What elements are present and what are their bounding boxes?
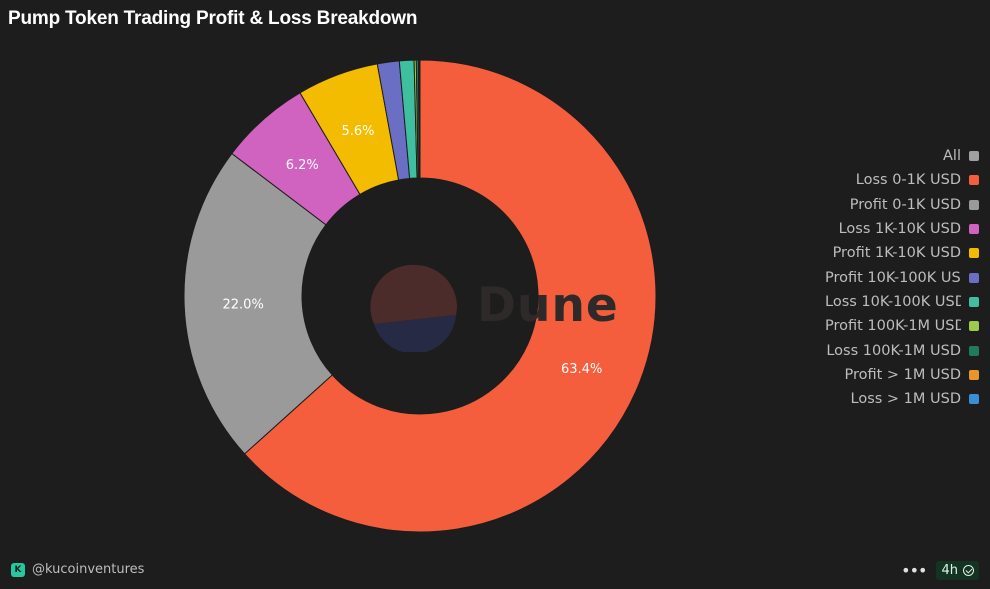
ellipsis-icon[interactable]: ••• bbox=[901, 561, 927, 580]
data-label: 5.6% bbox=[341, 124, 374, 139]
legend-swatch bbox=[969, 151, 979, 162]
refresh-interval: 4h bbox=[941, 563, 958, 578]
legend-swatch bbox=[969, 369, 979, 380]
legend-label: Profit 0-1K USD bbox=[849, 196, 961, 213]
legend-swatch bbox=[969, 296, 979, 307]
legend-item[interactable]: Loss 0-1K USD bbox=[779, 168, 979, 192]
slice-profit-0-1k-usd[interactable] bbox=[183, 152, 333, 455]
legend-label: Loss 100K-1M USD bbox=[826, 342, 961, 359]
legend-item[interactable]: All bbox=[779, 144, 979, 168]
author-credit[interactable]: K @kucoinventures bbox=[11, 562, 144, 577]
legend-swatch bbox=[969, 394, 979, 405]
legend-label: Loss 10K-100K USD bbox=[825, 293, 961, 310]
legend-label: Profit 100K-1M USD bbox=[825, 318, 961, 335]
legend-item[interactable]: Profit > 1M USD bbox=[779, 363, 979, 387]
legend-item[interactable]: Profit 0-1K USD bbox=[779, 193, 979, 217]
legend-label: Loss 0-1K USD bbox=[855, 172, 961, 189]
legend-swatch bbox=[969, 345, 979, 356]
legend-item[interactable]: Profit 10K-100K USD bbox=[779, 265, 979, 289]
legend-item[interactable]: Loss 10K-100K USD bbox=[779, 290, 979, 314]
legend-swatch bbox=[969, 224, 979, 235]
legend-swatch bbox=[969, 175, 979, 186]
legend-label: Profit 1K-10K USD bbox=[832, 245, 961, 262]
slice-loss-1m-usd[interactable] bbox=[418, 59, 421, 179]
chart-legend: All Loss 0-1K USD Profit 0-1K USD Loss 1K-1… bbox=[779, 144, 979, 411]
author-handle: @kucoinventures bbox=[32, 562, 145, 577]
legend-item[interactable]: Loss > 1M USD bbox=[779, 387, 979, 411]
legend-swatch bbox=[969, 321, 979, 332]
legend-item[interactable]: Loss 1K-10K USD bbox=[779, 217, 979, 241]
legend-item[interactable]: Loss 100K-1M USD bbox=[779, 338, 979, 362]
legend-label: All bbox=[943, 148, 961, 165]
chart-footer-actions: ••• 4h bbox=[901, 561, 979, 580]
legend-label: Loss 1K-10K USD bbox=[838, 221, 961, 238]
legend-label: Loss > 1M USD bbox=[850, 391, 962, 408]
data-label: 63.4% bbox=[561, 362, 602, 377]
legend-swatch bbox=[969, 199, 979, 210]
refresh-status-badge[interactable]: 4h bbox=[936, 561, 979, 580]
legend-item[interactable]: Profit 1K-10K USD bbox=[779, 241, 979, 265]
legend-label: Profit 10K-100K USD bbox=[825, 269, 961, 286]
kucoin-logo-icon: K bbox=[11, 562, 25, 577]
legend-label: Profit > 1M USD bbox=[844, 366, 961, 383]
chart-title: Pump Token Trading Profit & Loss Breakdo… bbox=[8, 8, 418, 29]
data-label: 22.0% bbox=[223, 297, 264, 312]
slice-loss-0-1k-usd[interactable] bbox=[243, 59, 657, 533]
legend-swatch bbox=[969, 248, 979, 259]
legend-item[interactable]: Profit 100K-1M USD bbox=[779, 314, 979, 338]
check-circle-icon bbox=[963, 565, 974, 576]
data-label: 6.2% bbox=[286, 158, 319, 173]
legend-swatch bbox=[969, 272, 979, 283]
